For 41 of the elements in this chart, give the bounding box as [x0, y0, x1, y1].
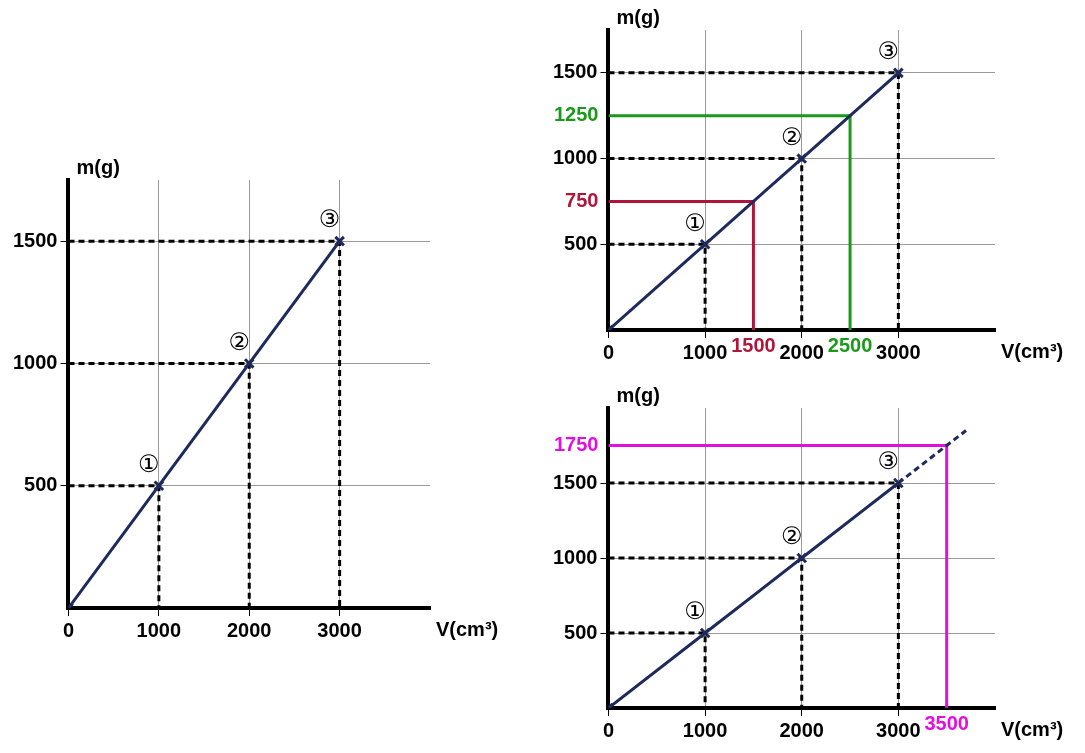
x-tick-label: 1000	[136, 618, 182, 641]
annotation: ②	[780, 522, 803, 551]
y-tick-label: 500	[564, 620, 598, 643]
annotation: ③	[318, 205, 341, 234]
x-tick-label: 3000	[876, 340, 921, 363]
annotation: 750	[565, 188, 599, 211]
x-axis-title: V(cm³)	[436, 617, 499, 640]
annotation: ②	[780, 122, 803, 151]
x-axis-title: V(cm³)	[1001, 717, 1064, 740]
y-tick-label: 500	[564, 231, 598, 254]
annotation: 1750	[553, 433, 599, 456]
x-tick-label: 0	[602, 340, 615, 363]
y-axis-title: m(g)	[616, 383, 660, 406]
annotation: ③	[877, 37, 900, 66]
annotation: 1500	[731, 333, 776, 356]
annotation: 2500	[827, 333, 873, 356]
x-tick-label: 2000	[779, 718, 824, 741]
x-tick-label: 1000	[682, 340, 728, 363]
x-tick-label: 3000	[317, 618, 362, 641]
y-axis-title: m(g)	[76, 155, 120, 178]
y-tick-label: 1000	[552, 146, 598, 169]
annotation: ①	[684, 597, 706, 626]
x-tick-label: 3000	[876, 718, 921, 741]
annotation: 1250	[553, 103, 599, 126]
annotation: ①	[684, 208, 706, 237]
x-tick-label: 2000	[227, 618, 272, 641]
annotation: 3500	[924, 711, 969, 734]
y-tick-label: 1500	[12, 228, 58, 251]
y-axis-title: m(g)	[616, 5, 660, 28]
y-tick-label: 1500	[552, 60, 598, 83]
annotation: ②	[228, 327, 250, 356]
x-tick-label: 2000	[779, 340, 824, 363]
x-tick-label: 0	[602, 718, 615, 741]
y-tick-label: 500	[24, 473, 58, 496]
x-tick-label: 0	[62, 618, 75, 641]
annotation: ③	[877, 447, 900, 476]
y-tick-label: 1500	[552, 470, 598, 493]
y-tick-label: 1000	[552, 545, 598, 568]
x-tick-label: 1000	[682, 718, 728, 741]
annotation: ①	[138, 449, 160, 478]
x-axis-title: V(cm³)	[1001, 339, 1064, 362]
